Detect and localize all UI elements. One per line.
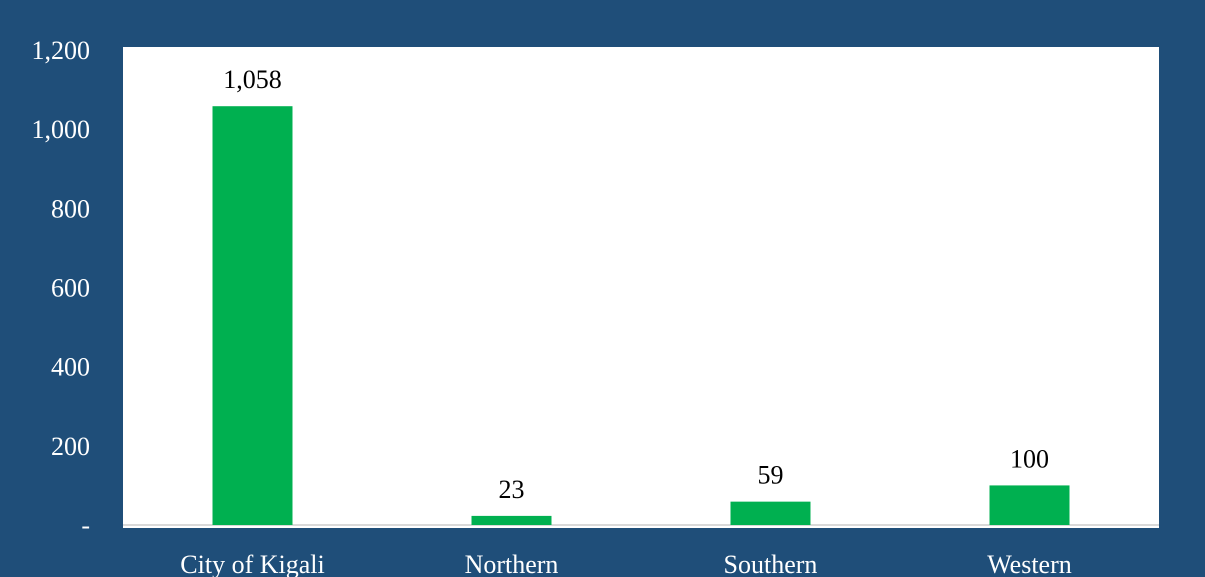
y-tick-label: 800 (51, 194, 90, 223)
y-tick-label: - (81, 511, 90, 540)
x-tick-label: Northern (465, 550, 559, 577)
data-labels: 1,058 23 59 100 (223, 65, 1049, 504)
data-label: 100 (1010, 444, 1049, 473)
data-label: 23 (499, 475, 525, 504)
plot-area (123, 47, 1159, 528)
bar (471, 515, 552, 525)
data-label: 59 (758, 461, 784, 490)
x-tick-label: City of Kigali (180, 550, 324, 577)
data-label: 1,058 (223, 65, 282, 94)
bar (989, 485, 1070, 525)
bars (212, 106, 1070, 525)
x-axis-labels: City of Kigali Northern Southern Western (180, 550, 1071, 577)
y-tick-label: 400 (51, 353, 90, 382)
bar (730, 501, 811, 525)
bar (212, 106, 293, 525)
y-tick-label: 200 (51, 432, 90, 461)
y-axis-ticks: - 200 400 600 800 1,000 1,200 (32, 36, 91, 540)
x-tick-label: Southern (724, 550, 818, 577)
x-tick-label: Western (987, 550, 1072, 577)
y-tick-label: 1,000 (32, 115, 91, 144)
y-tick-label: 600 (51, 274, 90, 303)
y-tick-label: 1,200 (32, 36, 91, 65)
